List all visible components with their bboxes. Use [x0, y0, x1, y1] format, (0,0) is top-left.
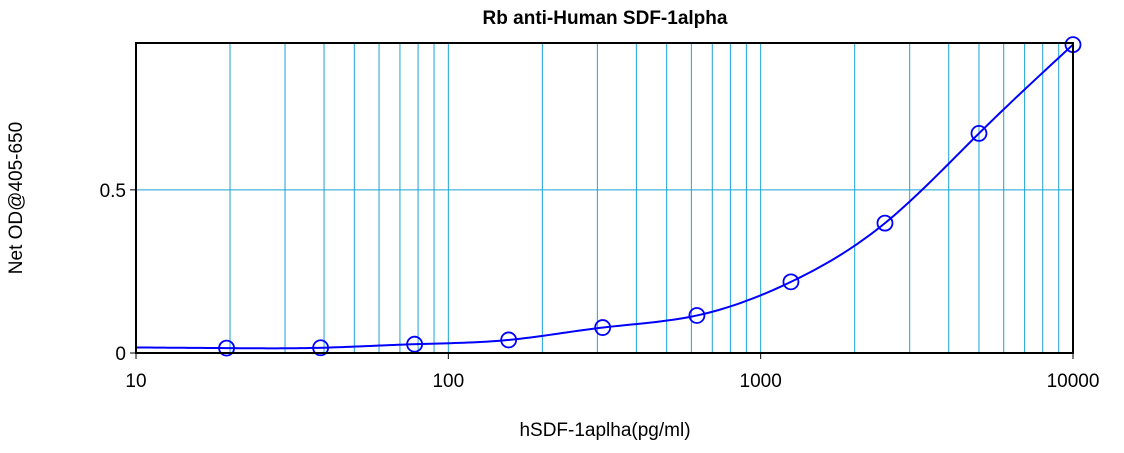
x-tick-label: 100 — [432, 371, 464, 392]
x-tick-label: 10 — [125, 371, 146, 392]
x-axis-label: hSDF-1aplha(pg/ml) — [519, 420, 690, 441]
data-point — [782, 273, 800, 291]
x-axis-ticks: 10 100 1000 10000 — [125, 353, 1099, 392]
data-point — [218, 339, 235, 357]
data-point — [688, 307, 706, 324]
x-tick-label: 1000 — [740, 371, 782, 392]
data-point — [406, 335, 424, 353]
data-points — [218, 36, 1082, 357]
y-tick-label: 0.5 — [100, 181, 126, 202]
fit-line — [135, 43, 1074, 350]
fit-curve — [135, 43, 1074, 350]
x-tick-label: 10000 — [1047, 371, 1100, 392]
plot-frame — [135, 42, 1074, 354]
y-tick-label: 0 — [115, 344, 126, 365]
chart-title: Rb anti-Human SDF-1alpha — [483, 8, 728, 29]
data-point — [594, 319, 612, 336]
data-point — [970, 124, 988, 142]
grid — [136, 43, 1073, 353]
y-axis-label: Net OD@405-650 — [6, 122, 27, 274]
data-point — [500, 331, 518, 349]
data-point — [312, 339, 330, 357]
data-point — [876, 214, 894, 232]
y-axis-ticks: 00.5 — [100, 181, 136, 365]
